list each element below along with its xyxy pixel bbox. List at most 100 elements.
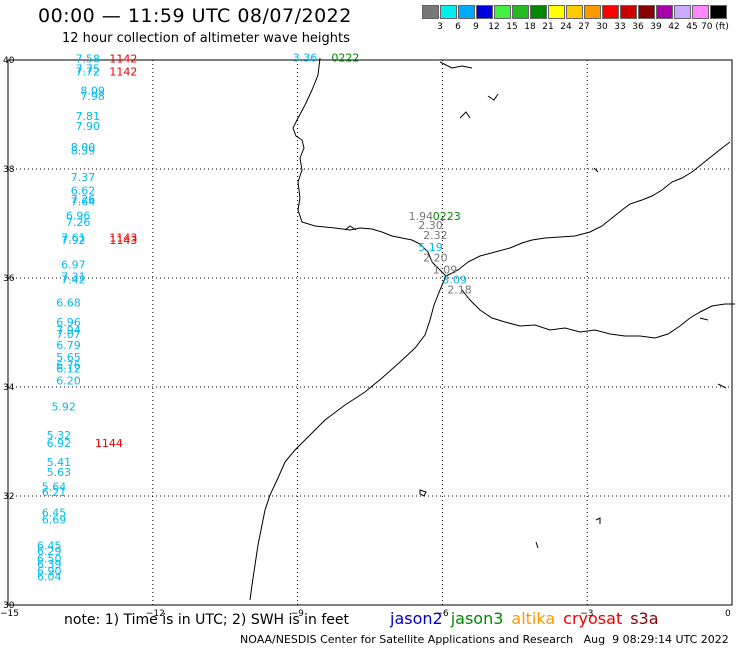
- wave-height-value: 2.20: [423, 252, 448, 265]
- pass-time-label: 1144: [95, 437, 123, 450]
- scale-label: 9: [473, 22, 479, 32]
- wave-height-value: 5.41: [47, 456, 72, 469]
- scale-swatch: [494, 5, 511, 19]
- wave-height-value: 6.45: [42, 507, 67, 520]
- wave-height-value: 6.29: [37, 545, 62, 558]
- map-frame: [7, 59, 733, 606]
- wave-height-value: 6.45: [37, 539, 62, 552]
- wave-height-value: 6.20: [56, 374, 80, 387]
- scale-swatch: [674, 5, 691, 19]
- wave-height-value: 6.79: [56, 339, 80, 352]
- africa-med-coast: [461, 289, 735, 339]
- pass-time-label: 1142: [109, 65, 137, 78]
- africa-coast: [249, 275, 447, 601]
- wave-height-value: 7.94: [56, 324, 80, 337]
- scale-label: 21: [542, 22, 554, 32]
- y-tick-label: 36: [3, 274, 15, 284]
- scale-swatch: [620, 5, 637, 19]
- pass-time-label: 1143: [109, 231, 137, 244]
- pass-time-label: 0223: [433, 210, 461, 223]
- y-tick-label: 34: [3, 383, 15, 393]
- legend-jason3: jason3: [450, 609, 504, 628]
- map-title: 00:00 — 11:59 UTC 08/07/2022: [38, 5, 352, 27]
- scale-swatch: [440, 5, 457, 19]
- scale-label: 3: [437, 22, 443, 32]
- y-tick-label: 38: [3, 165, 15, 175]
- scale-swatch: [530, 5, 547, 19]
- y-tick-label: 32: [3, 492, 14, 502]
- scale-swatch: [566, 5, 583, 19]
- iberia-coast: [292, 57, 447, 277]
- wave-height-value: 6.90: [37, 565, 62, 578]
- island-1: [439, 61, 473, 69]
- axis-ticks: −15 −12 −9 −6 −3 0 40 38 36 34 32 30: [0, 56, 731, 619]
- wave-height-value: 6.96: [56, 316, 80, 329]
- scale-label: 27: [578, 22, 590, 32]
- scale-swatch: [584, 5, 601, 19]
- scale-swatch: [548, 5, 565, 19]
- wave-height-value: 6.68: [56, 296, 80, 309]
- wave-height-value: 3.36: [293, 52, 318, 65]
- scale-swatch: [476, 5, 493, 19]
- wave-height-value: 7.26: [71, 193, 96, 206]
- scale-label: 36: [632, 22, 644, 32]
- wave-height-value: 6.21: [42, 486, 67, 499]
- wave-height-value: 7.31: [61, 271, 86, 284]
- legend-cryosat: cryosat: [563, 609, 623, 628]
- island-2: [487, 93, 499, 101]
- scale-label: 42: [668, 22, 680, 32]
- scale-label: 12: [488, 22, 500, 32]
- wave-height-value: 6.97: [61, 259, 86, 272]
- wave-height-value: 7.72: [76, 65, 101, 78]
- wave-height-value: 2.32: [423, 229, 448, 242]
- scale-label: 18: [524, 22, 536, 32]
- wave-height-value: 5.32: [47, 429, 72, 442]
- scale-label: 33: [614, 22, 626, 32]
- legend-s3a: s3a: [630, 609, 659, 628]
- legend-jason2: jason2: [390, 609, 443, 628]
- scale-swatch: [710, 5, 727, 19]
- wave-height-value: 2.30: [418, 219, 443, 232]
- wave-height-value: 5.65: [56, 351, 80, 364]
- wave-height-value: 7.42: [61, 273, 86, 286]
- scale-swatch: [512, 5, 529, 19]
- satellite-legend: jason2 jason3 altika cryosat s3a: [390, 609, 667, 628]
- x-tick-label: 0: [725, 609, 731, 619]
- wave-height-value: 7.90: [76, 120, 101, 133]
- wave-height-value: 8.39: [71, 144, 96, 157]
- wave-height-value: 7.64: [71, 196, 96, 209]
- x-tick-label: −12: [146, 609, 165, 619]
- wave-height-value: 5.63: [47, 466, 72, 479]
- coastline: [249, 57, 735, 601]
- wave-height-value: 7.98: [80, 90, 105, 103]
- wave-height-value: 7.58: [76, 53, 101, 66]
- scale-swatch: [458, 5, 475, 19]
- wave-height-value: 1.94: [409, 210, 434, 223]
- island-3: [459, 111, 471, 119]
- scale-swatch: [638, 5, 655, 19]
- wave-height-value: 6.96: [66, 210, 91, 223]
- scale-label: 24: [560, 22, 572, 32]
- wave-height-value: 6.04: [37, 570, 62, 583]
- wave-height-value: 6.92: [47, 437, 72, 450]
- wave-height-value: 1.09: [433, 264, 458, 277]
- island-9: [717, 383, 727, 389]
- y-tick-label: 30: [3, 601, 15, 611]
- wave-height-value: 6.62: [71, 185, 96, 198]
- legend-altika: altika: [511, 609, 556, 628]
- observations: 7.587.757.72 8.097.98 7.817.90 8.008.39 7.37…: [37, 52, 472, 584]
- scale-swatch: [692, 5, 709, 19]
- island-4: [593, 167, 599, 173]
- x-tick-label: −6: [435, 609, 449, 619]
- pass-time-label: 1142: [109, 53, 137, 66]
- scale-swatch: [602, 5, 619, 19]
- wave-height-value: 7.07: [56, 328, 80, 341]
- wave-height-value: 7.81: [76, 110, 101, 123]
- wave-height-value: 6.12: [56, 362, 80, 375]
- scale-label: 30: [596, 22, 608, 32]
- scale-label: 39: [650, 22, 662, 32]
- wave-height-value: 6.69: [42, 513, 67, 526]
- island-7: [535, 541, 539, 549]
- wave-height-value: 5.64: [42, 481, 67, 494]
- pass-time-label: 0222: [331, 52, 359, 65]
